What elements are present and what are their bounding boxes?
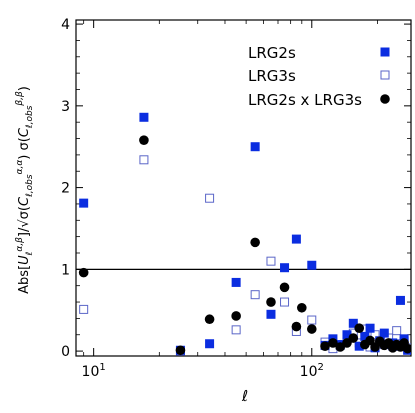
point-lrg3s [205, 193, 215, 203]
point-lrg2s [379, 328, 389, 338]
point-lrg2s-x-lrg3s [175, 345, 186, 356]
point-lrg2s-x-lrg3s [250, 237, 260, 248]
point-lrg2s-x-lrg3s [204, 314, 215, 325]
legend-label-lrg2s-x-lrg3s: LRG2s x LRG3s [248, 91, 362, 109]
point-lrg2s [280, 263, 290, 273]
point-lrg2s [354, 341, 364, 351]
point-lrg3s [266, 256, 276, 266]
point-lrg3s [231, 325, 241, 335]
point-lrg2s-x-lrg3s [348, 333, 359, 343]
point-lrg2s [205, 339, 215, 349]
axis-ticks: 0 1 2 3 4 101 102 [61, 17, 411, 380]
legend: LRG2s LRG3s LRG2s x LRG3s [248, 44, 390, 109]
point-lrg2s-x-lrg3s [297, 302, 307, 313]
y-tick-label: 3 [61, 99, 70, 115]
x-tick-label: 101 [82, 362, 106, 380]
point-lrg2s [395, 295, 405, 305]
point-lrg2s [139, 112, 149, 122]
point-lrg2s [79, 198, 89, 208]
point-lrg2s-x-lrg3s [139, 135, 149, 145]
point-lrg2s-x-lrg3s [291, 321, 302, 332]
y-tick-label: 4 [61, 17, 70, 33]
point-lrg2s [307, 260, 317, 270]
point-lrg3s [392, 326, 402, 336]
point-lrg3s [139, 155, 149, 165]
point-lrg2s [231, 277, 241, 287]
legend-marker-lrg2s-x-lrg3s [380, 94, 390, 104]
legend-label-lrg2s: LRG2s [248, 44, 296, 62]
point-lrg2s-x-lrg3s [266, 297, 276, 307]
y-axis-label: Abs[Uℓα,β]/√σ(Cℓ,obsα,α) σ(Cℓ,obsβ,β) [15, 86, 35, 294]
point-lrg2s-x-lrg3s [231, 311, 241, 321]
point-lrg3s [79, 304, 89, 314]
legend-marker-lrg2s [380, 47, 390, 57]
point-lrg2s [291, 234, 301, 244]
point-lrg2s [266, 309, 276, 319]
y-tick-label: 1 [61, 262, 70, 278]
plot-frame [75, 19, 412, 357]
legend-label-lrg3s: LRG3s [248, 67, 296, 85]
point-lrg2s [360, 331, 370, 341]
point-lrg2s-x-lrg3s [320, 341, 330, 351]
point-lrg2s-x-lrg3s [402, 343, 411, 354]
x-axis-label: ℓ [241, 387, 248, 405]
point-lrg2s-x-lrg3s [306, 324, 317, 334]
point-lrg3s [280, 297, 290, 307]
point-lrg2s-x-lrg3s [365, 335, 375, 346]
y-axis-label-text: Abs[Uℓα,β]/√σ(Cℓ,obsα,α) σ(Cℓ,obsβ,β) [15, 86, 35, 294]
data-points [78, 112, 411, 356]
point-lrg2s-x-lrg3s [279, 282, 290, 293]
point-lrg3s [307, 315, 317, 325]
point-lrg2s-x-lrg3s [78, 267, 89, 278]
point-lrg2s [342, 330, 352, 340]
y-tick-label: 0 [61, 344, 70, 360]
y-tick-label: 2 [61, 181, 70, 197]
x-tick-label: 102 [300, 362, 324, 380]
point-lrg2s [348, 318, 358, 328]
point-lrg2s-x-lrg3s [328, 338, 338, 348]
point-lrg2s [365, 323, 375, 333]
point-lrg3s [370, 330, 380, 340]
point-lrg2s-x-lrg3s [354, 323, 365, 334]
point-lrg3s [250, 290, 260, 300]
point-lrg2s [250, 142, 260, 152]
legend-marker-lrg3s [380, 70, 390, 80]
